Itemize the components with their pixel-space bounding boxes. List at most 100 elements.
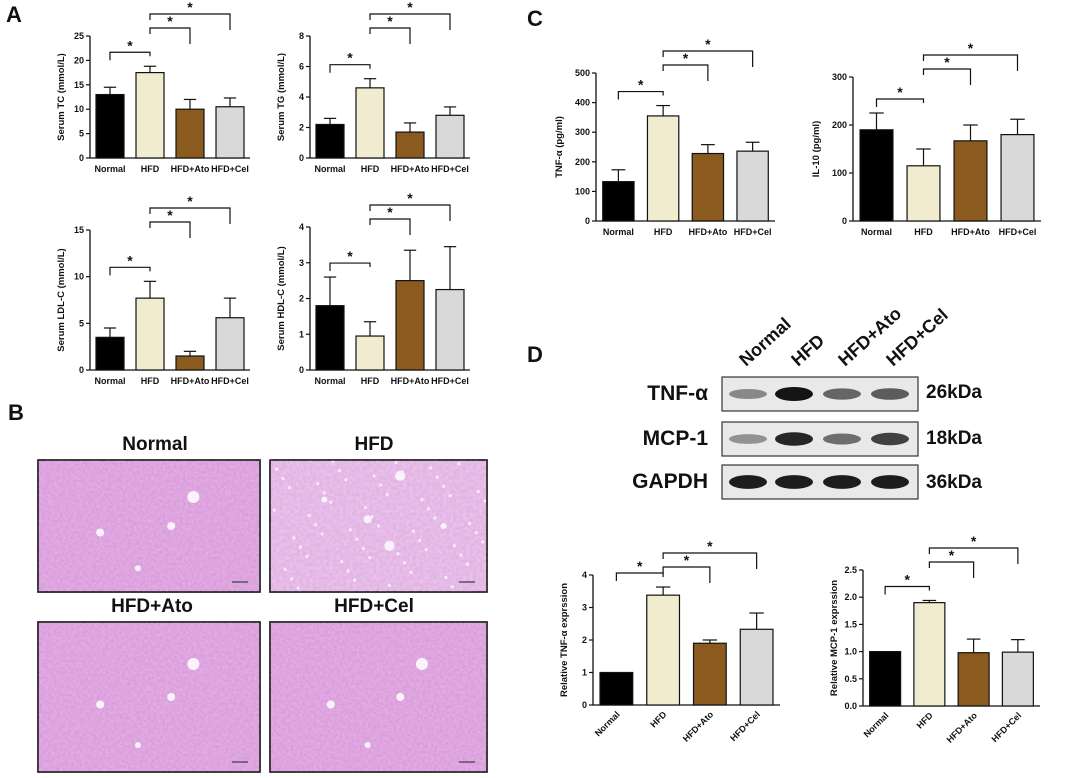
x-tick-label: Normal	[861, 227, 892, 237]
significance-bracket	[662, 64, 709, 81]
lipid-vacuole	[316, 482, 320, 486]
bar	[435, 288, 465, 371]
blot-band	[775, 432, 813, 446]
lipid-vacuole	[420, 498, 424, 502]
histology-grid: Normal HFD HFD+Ato HFD+Cel	[37, 434, 488, 773]
lipid-vacuole	[442, 484, 446, 488]
y-tick-label: 5	[79, 129, 84, 139]
vessel-lumen	[384, 540, 395, 551]
significance-star: *	[637, 558, 643, 574]
y-axis-label: Relative MCP-1 exprssion	[829, 580, 840, 696]
y-tick-label: 3	[299, 258, 304, 268]
lipid-vacuole	[379, 483, 383, 487]
histology-title: HFD+Cel	[334, 596, 414, 617]
bar	[736, 150, 769, 222]
x-tick-label: HFD	[915, 710, 936, 731]
panel-label-d: D	[527, 342, 543, 367]
lipid-vacuole	[368, 556, 372, 560]
y-tick-label: 200	[575, 157, 590, 167]
x-tick-label: HFD+Ato	[689, 227, 728, 237]
panel-label-a: A	[6, 2, 22, 27]
micrograph-border	[269, 621, 488, 773]
bar	[395, 280, 425, 371]
x-tick-label: HFD+Cel	[211, 164, 249, 174]
vessel-lumen	[187, 490, 200, 503]
lipid-vacuole	[411, 529, 415, 533]
bar	[435, 114, 465, 159]
y-tick-label: 0	[79, 365, 84, 375]
significance-star: *	[127, 252, 133, 268]
significance-bracket	[615, 572, 664, 582]
significance-star: *	[971, 533, 977, 549]
y-tick-label: 400	[575, 98, 590, 108]
bar	[953, 140, 988, 222]
y-tick-label: 1.5	[844, 619, 857, 629]
x-tick-label: HFD+Cel	[728, 709, 762, 743]
y-tick-label: 3	[582, 603, 587, 613]
vessel-lumen	[134, 565, 141, 572]
lipid-vacuole	[281, 476, 285, 481]
lipid-vacuole	[465, 562, 470, 566]
significance-bracket	[109, 266, 151, 276]
vessel-lumen	[96, 528, 105, 537]
histology-title: HFD	[354, 434, 393, 455]
vessel-lumen	[326, 700, 335, 709]
lipid-vacuole	[353, 578, 357, 582]
bar	[859, 129, 894, 222]
bar	[355, 87, 385, 159]
lipid-vacuole	[305, 554, 309, 558]
lipid-vacuole	[292, 536, 296, 540]
lipid-vacuole	[428, 466, 433, 470]
histology-image-normal: Normal	[37, 434, 261, 593]
bar	[1001, 651, 1034, 707]
lipid-vacuole	[344, 478, 348, 482]
lipid-vacuole	[424, 548, 428, 552]
significance-bracket	[922, 54, 1019, 71]
vessel-lumen	[364, 742, 371, 748]
bar	[599, 671, 634, 706]
significance-bracket	[662, 50, 754, 67]
lipid-vacuole	[396, 552, 400, 556]
lipid-vacuole	[433, 516, 437, 520]
significance-star: *	[187, 193, 193, 209]
blot-protein-label: MCP-1	[643, 427, 709, 450]
vessel-lumen	[96, 700, 105, 709]
significance-bracket	[369, 204, 451, 221]
bar	[646, 115, 680, 222]
bar	[95, 336, 125, 371]
vessel-lumen	[321, 496, 328, 503]
significance-star: *	[968, 40, 974, 56]
y-tick-label: 2	[299, 294, 304, 304]
y-tick-label: 4	[299, 92, 304, 102]
y-tick-label: 25	[74, 31, 84, 41]
blot-band	[823, 433, 861, 445]
y-tick-label: 1	[299, 329, 304, 339]
significance-bracket	[369, 27, 411, 44]
lipid-vacuole	[283, 567, 287, 572]
significance-star: *	[705, 36, 711, 52]
blot-band	[871, 432, 909, 446]
significance-bracket	[329, 262, 371, 272]
lipid-vacuole	[483, 499, 487, 503]
significance-bracket	[369, 218, 411, 235]
bar	[739, 628, 774, 706]
x-tick-label: HFD+Cel	[431, 376, 469, 386]
significance-star: *	[897, 84, 903, 100]
y-tick-label: 2	[299, 123, 304, 133]
lipid-vacuole	[348, 528, 352, 532]
x-tick-label: HFD	[141, 164, 160, 174]
lipid-vacuole	[481, 540, 485, 544]
significance-bracket	[662, 552, 758, 569]
significance-star: *	[638, 77, 644, 93]
chart-serum-hdl-c: 0 1 2 3 4 Serum HDL-C (mmol/L) Normal HFD HFD+At…	[276, 190, 470, 386]
x-tick-label: Normal	[603, 227, 634, 237]
lipid-vacuole	[274, 467, 279, 471]
y-axis-label: Serum HDL-C (mmol/L)	[276, 246, 287, 351]
lipid-vacuole	[372, 474, 376, 478]
y-tick-label: 200	[832, 120, 847, 130]
bar	[135, 71, 165, 159]
lipid-vacuole	[361, 546, 365, 551]
significance-bracket	[928, 561, 975, 578]
lipid-vacuole	[409, 570, 413, 574]
